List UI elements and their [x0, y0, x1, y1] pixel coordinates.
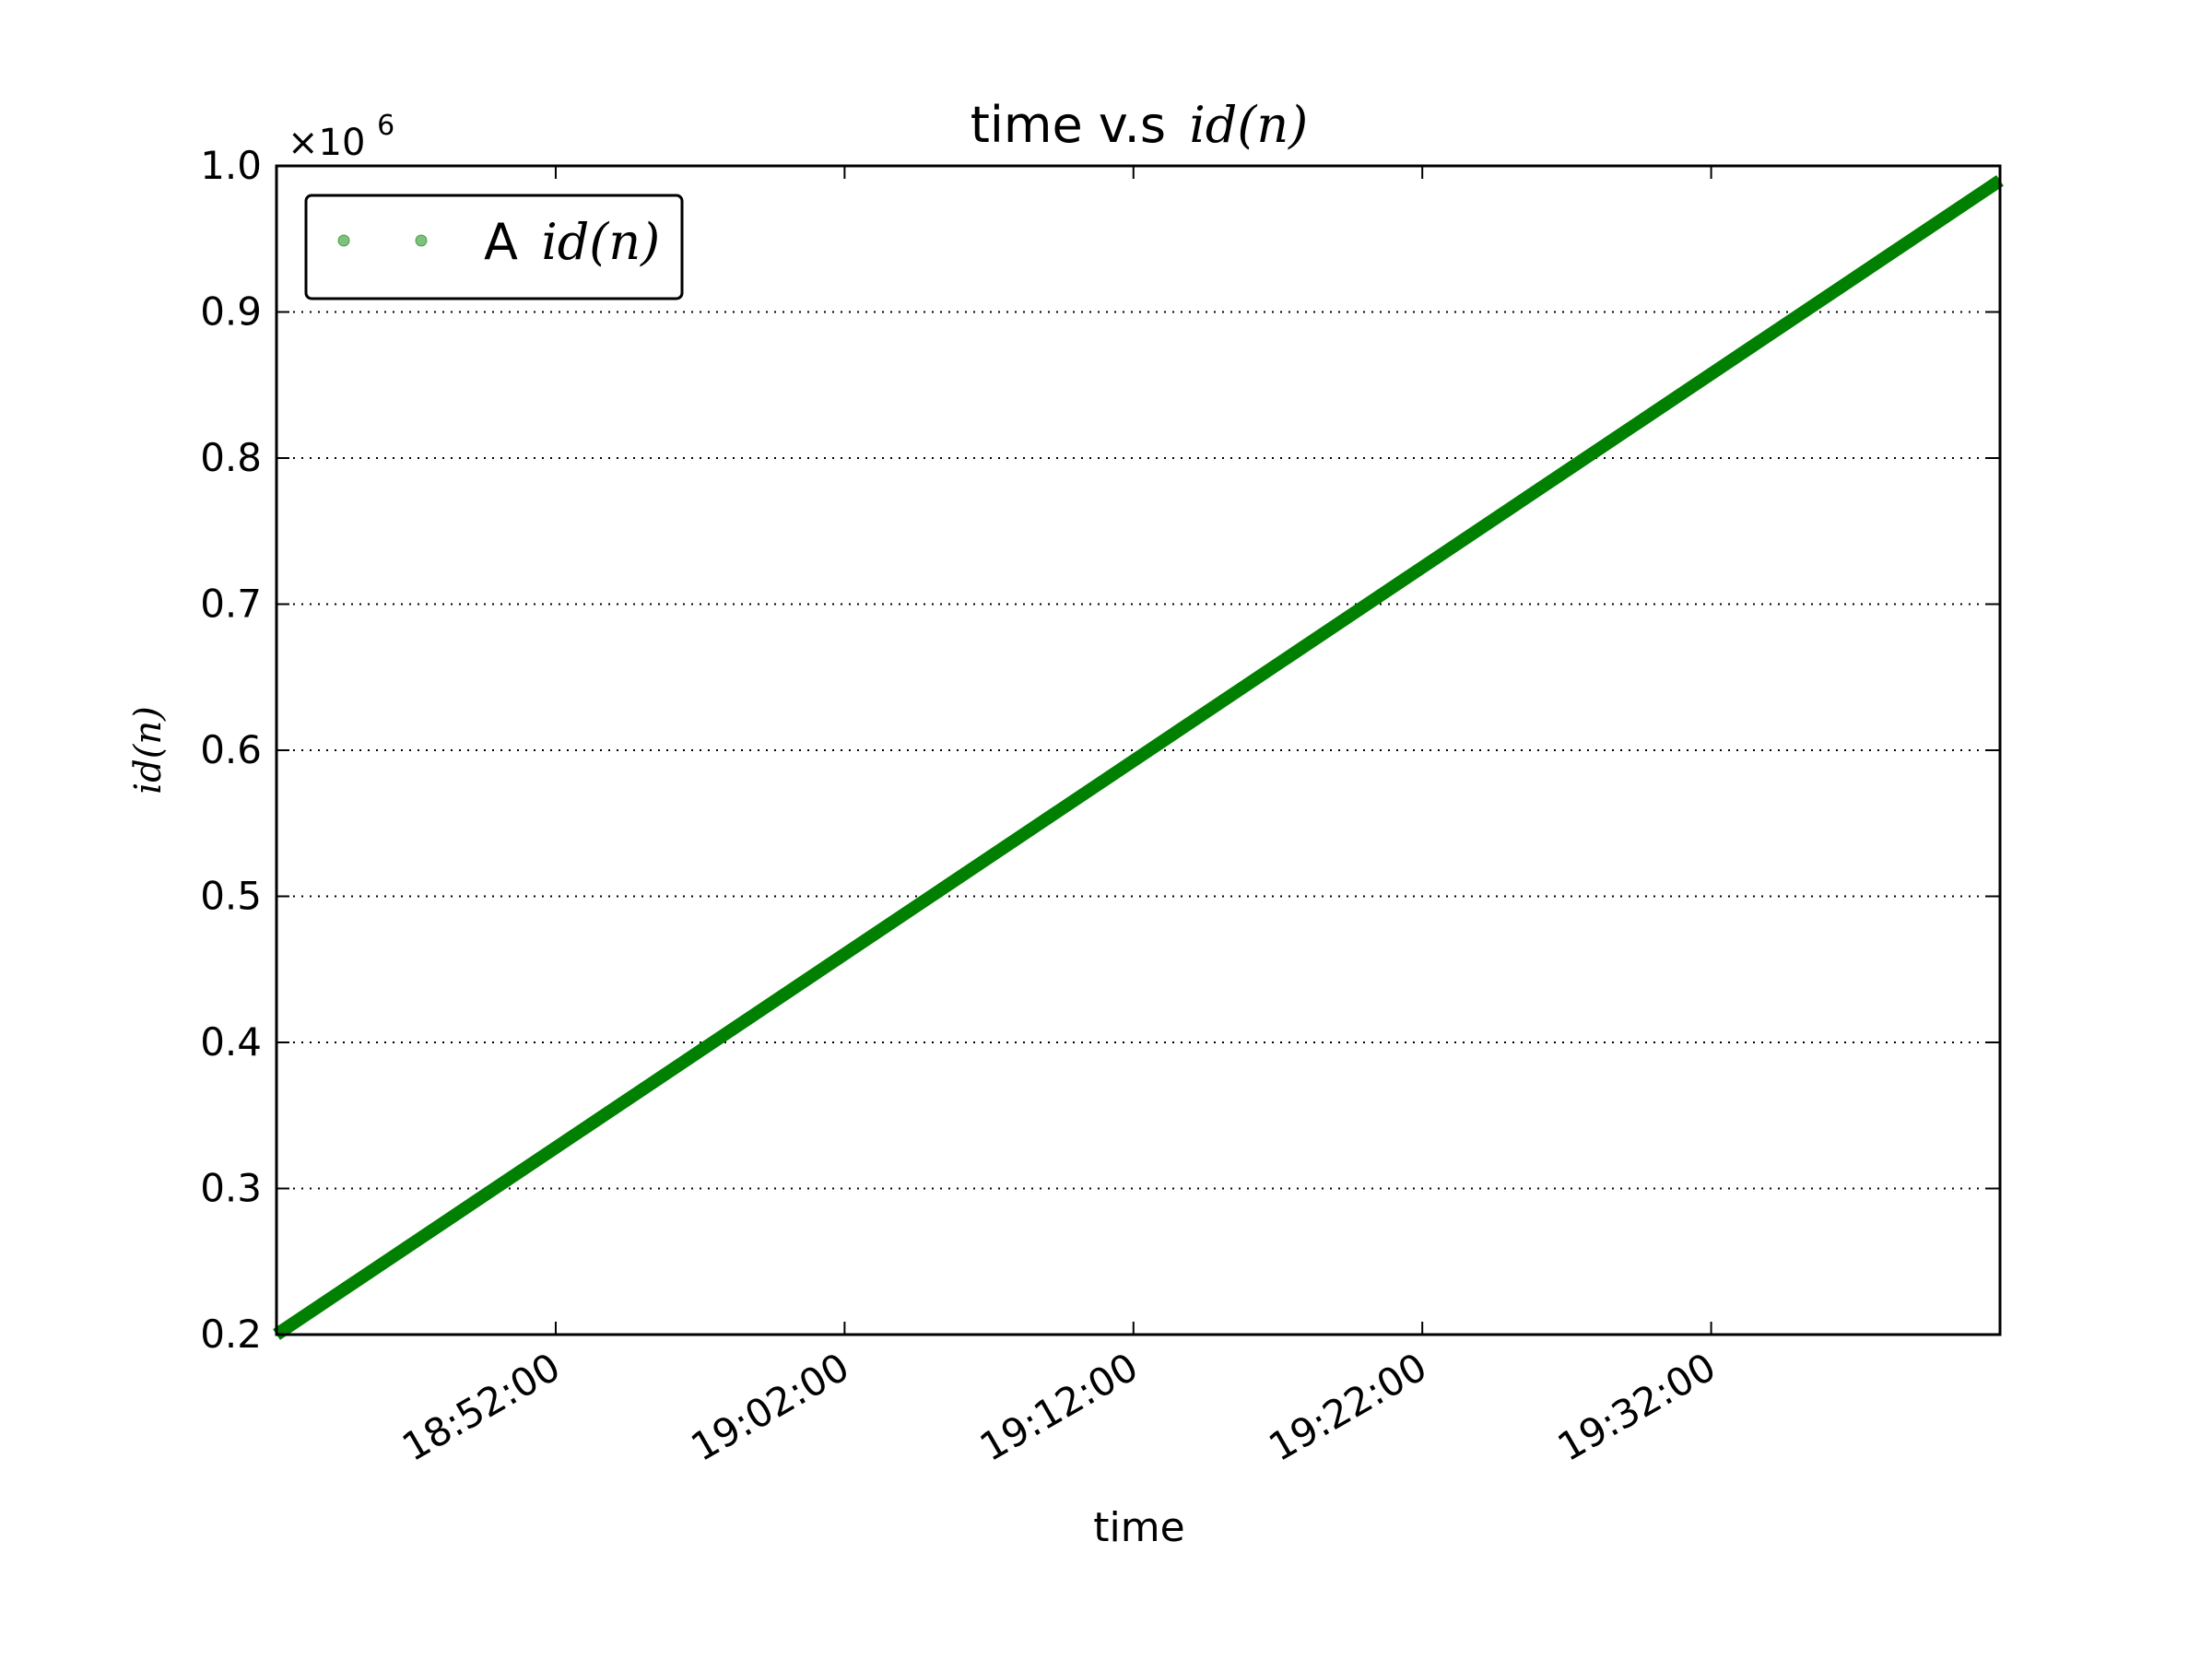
y-tick-label: 1.0 [200, 143, 262, 188]
y-tick-label: 0.4 [200, 1019, 262, 1065]
series-line [273, 174, 2004, 1340]
y-tick-label: 0.6 [200, 727, 262, 772]
y-tick-label: 0.2 [200, 1312, 262, 1357]
legend: A id(n) [304, 194, 684, 300]
y-axis-label: id(n) [127, 706, 170, 794]
legend-marker [337, 234, 350, 247]
legend-box [304, 194, 684, 300]
y-tick-label: 0.5 [200, 874, 262, 919]
y-tick-label: 0.9 [200, 289, 262, 335]
series-layer [273, 174, 2004, 1340]
chart-title: time v.s id(n) [971, 96, 1309, 154]
y-axis-ticks: 0.2 0.3 0.4 0.5 0.6 0.7 0.8 0.9 1.0 [200, 143, 2000, 1357]
grid-lines [276, 311, 2000, 1190]
y-tick-label: 0.8 [200, 435, 262, 480]
y-offset-text: ×10 6 [288, 110, 394, 164]
y-tick-label: 0.7 [200, 582, 262, 627]
y-tick-label: 0.3 [200, 1166, 262, 1211]
legend-marker [415, 234, 428, 247]
legend-label: A id(n) [484, 213, 660, 271]
x-axis-label: time [1093, 1504, 1184, 1551]
